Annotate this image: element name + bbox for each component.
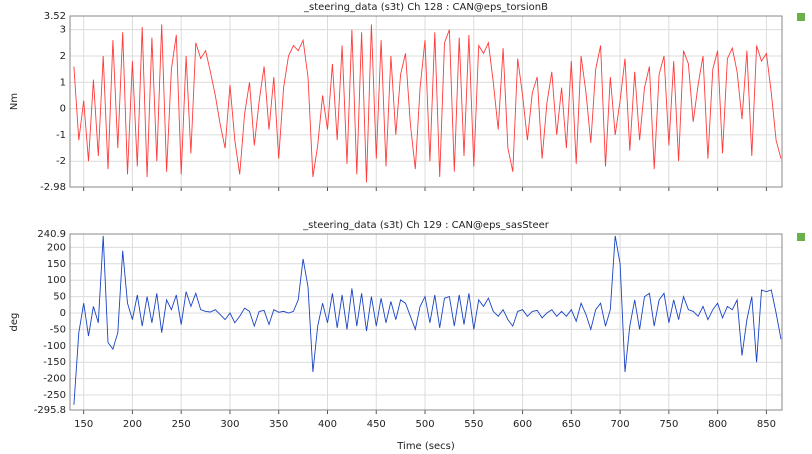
y-tick-label: 240.9 — [37, 229, 66, 240]
x-tick-label: 750 — [659, 419, 678, 430]
x-tick-label: 550 — [464, 419, 483, 430]
x-tick-label: 600 — [513, 419, 532, 430]
x-tick-label: 500 — [415, 419, 434, 430]
y-tick-label: 150 — [47, 259, 66, 270]
legend-marker — [797, 233, 805, 241]
y-axis-label: deg — [9, 313, 20, 332]
x-tick-label: 150 — [74, 419, 93, 430]
y-tick-label: -295.8 — [34, 405, 66, 416]
y-tick-label: -250 — [43, 390, 66, 401]
y-tick-label: -200 — [43, 374, 66, 385]
y-tick-label: 3.52 — [44, 11, 66, 22]
x-axis-label: Time (secs) — [396, 441, 455, 452]
x-tick-label: 450 — [367, 419, 386, 430]
y-tick-label: -150 — [43, 357, 66, 368]
chart-title: _steering_data (s3t) Ch 129 : CAN@eps_sa… — [302, 220, 550, 231]
data-line — [73, 24, 782, 183]
y-tick-label: 50 — [53, 292, 66, 303]
y-tick-label: -100 — [43, 341, 66, 352]
plot-frame — [69, 233, 783, 411]
x-tick-label: 300 — [220, 419, 239, 430]
x-tick-label: 400 — [318, 419, 337, 430]
y-tick-label: 2 — [60, 51, 66, 62]
y-tick-label: 0 — [60, 308, 66, 319]
chart-title: _steering_data (s3t) Ch 128 : CAN@eps_to… — [303, 2, 548, 13]
y-axis-label: Nm — [9, 93, 20, 110]
x-tick-label: 700 — [611, 419, 630, 430]
y-tick-label: 1 — [60, 77, 66, 88]
y-tick-label: -1 — [56, 130, 66, 141]
y-tick-label: 0 — [60, 104, 66, 115]
y-tick-label: -2 — [56, 156, 66, 167]
x-tick-label: 650 — [562, 419, 581, 430]
x-tick-label: 200 — [123, 419, 142, 430]
y-tick-label: -2.98 — [40, 182, 66, 193]
y-tick-label: -50 — [50, 324, 66, 335]
legend-marker — [797, 13, 805, 21]
y-tick-label: 3 — [60, 25, 66, 36]
x-tick-label: 250 — [172, 419, 191, 430]
x-tick-label: 350 — [269, 419, 288, 430]
x-tick-label: 850 — [757, 419, 776, 430]
plot-frame — [69, 15, 783, 188]
x-tick-label: 800 — [708, 419, 727, 430]
y-tick-label: 200 — [47, 242, 66, 253]
data-line — [73, 235, 782, 405]
y-tick-label: 100 — [47, 275, 66, 286]
